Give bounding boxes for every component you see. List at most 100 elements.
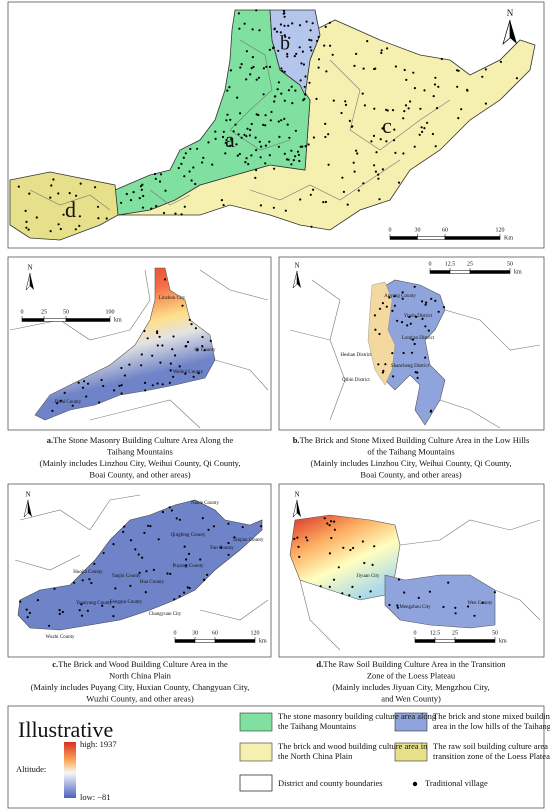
legend-title: Illustrative	[18, 717, 113, 742]
caption-label: c.	[52, 659, 58, 669]
village-dot	[58, 609, 61, 612]
village-dot	[308, 38, 311, 42]
village-dot	[145, 570, 148, 573]
village-dot	[294, 155, 297, 158]
village-dot	[297, 545, 300, 549]
village-dot	[290, 163, 293, 166]
village-dot	[292, 159, 295, 162]
village-dot	[283, 12, 286, 15]
village-dot	[325, 70, 328, 73]
county-boundaries	[29, 39, 451, 211]
village-dot	[424, 325, 427, 328]
village-dot	[232, 130, 235, 133]
village-dot	[401, 297, 404, 300]
village-dot	[283, 15, 286, 18]
village-dot	[258, 29, 261, 32]
village-dot	[281, 69, 284, 73]
village-dot	[59, 399, 62, 402]
village-dot	[272, 206, 275, 209]
village-dot	[255, 169, 258, 172]
village-dot	[268, 65, 272, 68]
village-dot	[416, 376, 419, 379]
village-dot	[143, 381, 147, 384]
caption: (Mainly includes Jiyuan City, Mengzhou C…	[332, 682, 489, 692]
scale-label: 120	[496, 227, 505, 233]
village-dot	[224, 152, 227, 155]
village-dot	[385, 140, 388, 143]
village-dot	[484, 68, 487, 71]
village-dot	[249, 73, 252, 76]
scale-label: 0	[389, 227, 392, 233]
village-dot	[401, 291, 404, 294]
village-dot	[310, 39, 313, 42]
village-dot	[348, 594, 351, 597]
village-dot	[268, 154, 271, 157]
village-dot	[433, 83, 437, 86]
village-dot	[307, 143, 310, 146]
legend-text: transition zone of the Loess Plateau	[433, 751, 550, 761]
village-dot	[295, 52, 298, 56]
village-dot	[515, 77, 519, 80]
legend-text: District and county boundaries	[278, 778, 383, 788]
village-dot	[182, 156, 185, 159]
legend-swatch	[239, 774, 273, 792]
scale-segment	[449, 270, 471, 274]
village-dot	[235, 143, 238, 146]
legend-text: The stone masonry building culture area …	[278, 711, 437, 721]
village-dot	[377, 177, 380, 180]
village-dot	[374, 328, 377, 331]
village-dot	[183, 205, 186, 208]
village-dot	[251, 28, 254, 31]
place-label: Qingfeng County	[171, 533, 206, 538]
caption: c.The Brick and Wood Building Culture Ar…	[52, 659, 228, 669]
village-dot	[287, 24, 290, 27]
place-label: Mengzhou City	[399, 605, 431, 610]
village-dot	[207, 528, 210, 531]
village-dot	[158, 335, 161, 338]
village-dot	[254, 176, 257, 179]
village-dot	[413, 145, 416, 148]
scale-label: 12.5	[445, 261, 456, 267]
village-dot	[397, 578, 401, 581]
village-dot	[400, 321, 404, 324]
village-dot	[402, 117, 405, 120]
village-dot	[93, 562, 96, 566]
village-dot	[196, 348, 199, 351]
village-dot	[260, 525, 263, 528]
village-dot	[391, 309, 394, 312]
village-dot	[394, 65, 397, 68]
village-dot	[312, 136, 315, 139]
village-dot	[333, 528, 336, 531]
village-dot	[302, 99, 305, 102]
village-dot	[388, 296, 391, 299]
village-dot	[190, 323, 193, 326]
scale-segment	[389, 236, 418, 240]
caption: of the Taihang Mountains	[367, 446, 454, 456]
village-dot	[201, 335, 204, 339]
village-dot	[144, 389, 147, 392]
village-dot	[245, 78, 248, 81]
village-dot	[277, 145, 280, 148]
caption-text: The Raw Soil Building Culture Area in th…	[323, 659, 506, 669]
village-dot	[408, 315, 411, 319]
village-dot	[370, 140, 373, 143]
caption: Zone of the Loess Plateau	[367, 670, 456, 680]
village-dot	[80, 603, 83, 606]
caption-label: d.	[316, 659, 323, 669]
village-dot	[442, 306, 446, 309]
village-dot	[301, 50, 304, 53]
village-dot	[120, 384, 123, 387]
village-dot	[192, 375, 195, 378]
altitude-label: Altitude:	[16, 764, 46, 774]
village-dot	[178, 518, 181, 521]
place-label: Yanjin County	[111, 574, 141, 579]
village-dot	[75, 194, 78, 197]
village-dot	[384, 363, 387, 366]
place-label: Fan County	[210, 546, 234, 551]
village-dot	[352, 546, 355, 550]
village-dot	[78, 215, 81, 218]
caption: Wuzhi County, and other areas)	[86, 693, 194, 703]
caption: (Mainly includes Puyang City, Huxian Cou…	[31, 682, 250, 692]
village-dot	[378, 198, 381, 201]
